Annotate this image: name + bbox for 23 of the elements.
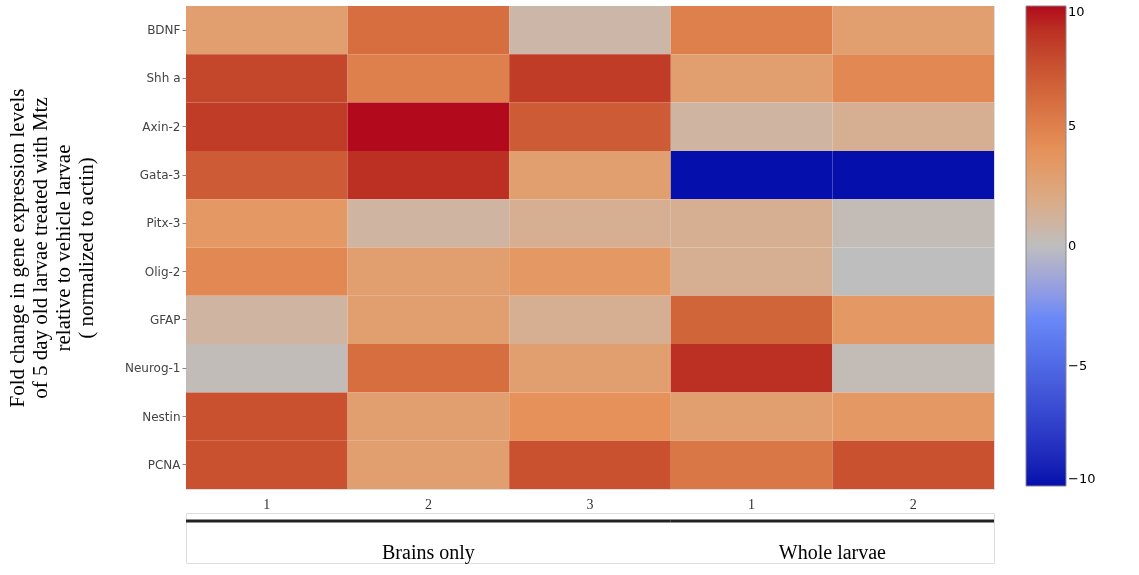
x-tick-label: 1 [748, 496, 756, 512]
y-tick-label: Pitx-3 [146, 216, 181, 231]
x-tick-label: 1 [263, 496, 271, 512]
y-tick-label: Axin-2 [142, 119, 181, 134]
x-tick-label: 3 [586, 496, 594, 512]
color-bar-label: 10 [1068, 4, 1085, 19]
color-bar-label: 5 [1068, 118, 1077, 133]
color-bar-label: −10 [1068, 471, 1096, 486]
y-tick-label: Shh a [146, 71, 181, 86]
y-tick-label: PCNA [147, 457, 182, 472]
y-tick-label: GFAP [149, 312, 181, 327]
y-axis-title: Fold change in gene expression levels of 5 day old larvae treated with Mtz relative to vehicle larvae ( normalized to actin) [4, 88, 98, 408]
y-tick-label: Neurog-1 [124, 361, 181, 376]
y-tick-label: Olig-2 [144, 264, 181, 279]
text: Whole larvae [778, 541, 887, 563]
x-tick-label: 2 [909, 496, 917, 512]
y-tick-label: Gata-3 [139, 168, 181, 183]
x-tick-label: 2 [424, 496, 432, 512]
color-bar-label: 0 [1068, 238, 1077, 253]
color-bar-label: −5 [1068, 358, 1088, 373]
y-tick-label: BDNF [147, 23, 181, 38]
y-tick-label: Nestin [142, 409, 181, 424]
text: Brains only [382, 541, 475, 564]
